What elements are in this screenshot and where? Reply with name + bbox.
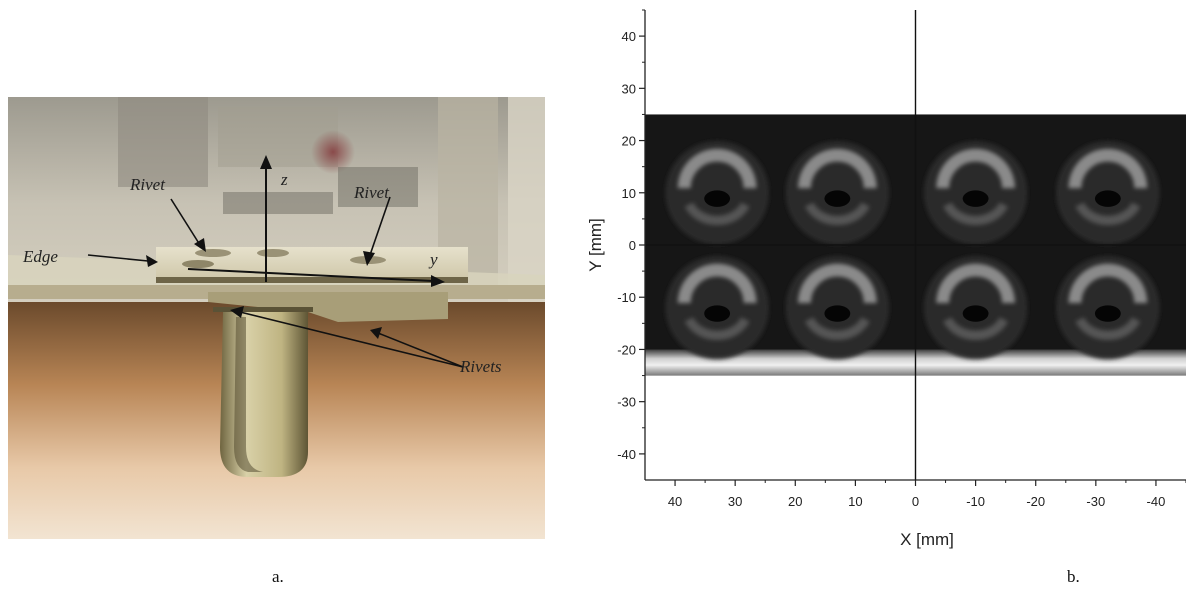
- rivet-arc-lower: [943, 202, 1009, 226]
- x-tick-label: -30: [1086, 494, 1105, 509]
- rivet-arc-upper: [936, 263, 1015, 304]
- y-tick-label: -30: [617, 395, 636, 410]
- rivet-arc-lower: [1075, 202, 1141, 226]
- rivet-core: [704, 190, 731, 207]
- label-edge: Edge: [23, 247, 58, 266]
- rivet-arc-upper: [797, 263, 877, 304]
- rivet-arc-upper: [797, 148, 877, 189]
- rivet-arc-upper: [936, 148, 1015, 189]
- rivet-signature: [665, 141, 769, 245]
- rivet-signature: [785, 141, 890, 245]
- rivet-signature: [923, 141, 1028, 245]
- rivet-arc-lower: [804, 317, 870, 341]
- y-tick-label: 20: [622, 134, 636, 149]
- label-axis-z: z: [281, 170, 288, 189]
- rivet-core: [1094, 190, 1121, 207]
- x-tick-label: 10: [848, 494, 862, 509]
- rivet-core: [962, 190, 989, 207]
- cscan-plot: 40 30 20 10 0 -10 -20 -30 -40 40 30 20 10 0 -10 -20 -30 -…: [585, 0, 1186, 560]
- x-tick-label: -20: [1026, 494, 1045, 509]
- x-tick-label: 30: [728, 494, 742, 509]
- rivet-signature: [1056, 255, 1160, 360]
- y-tick-label: -40: [617, 447, 636, 462]
- y-tick-label: -20: [617, 342, 636, 357]
- caption-a: a.: [272, 567, 284, 586]
- rivet-arc-lower: [684, 317, 750, 341]
- y-axis-label: Y [mm]: [586, 218, 605, 272]
- y-tick-label: 10: [622, 186, 636, 201]
- rivet-arc-upper: [1068, 148, 1148, 189]
- label-axis-y: y: [430, 250, 438, 269]
- rivet-signature: [923, 255, 1028, 360]
- y-tick-label: -10: [617, 290, 636, 305]
- x-tick-label: -40: [1147, 494, 1166, 509]
- rivet-arc-upper: [1068, 263, 1148, 304]
- y-tick-label: 0: [629, 238, 636, 253]
- rivet-arc-lower: [684, 202, 750, 226]
- crosshair: [645, 10, 1186, 480]
- x-tick-label: 40: [668, 494, 682, 509]
- rivet-core: [824, 305, 851, 322]
- plot-axes: 40 30 20 10 0 -10 -20 -30 -40 40 30 20 10 0 -10 -20 -30 -…: [617, 9, 1186, 509]
- rivet-arc-lower: [1075, 317, 1141, 341]
- cscan-plot-svg: 40 30 20 10 0 -10 -20 -30 -40 40 30 20 10 0 -10 -20 -30 -…: [586, 9, 1186, 549]
- rivet-signature: [1056, 141, 1160, 245]
- rivet-core: [962, 305, 989, 322]
- rivet-arc-lower: [943, 317, 1009, 341]
- rivet-arc-upper: [677, 148, 757, 189]
- y-tick-label: 30: [622, 81, 636, 96]
- rivet-core: [1094, 305, 1121, 322]
- x-tick-label: 20: [788, 494, 802, 509]
- photo-illustration: [8, 97, 545, 539]
- rivet-signature: [665, 255, 769, 360]
- x-tick-label: -10: [966, 494, 985, 509]
- rivet-arc-lower: [804, 202, 870, 226]
- rivet-signature: [785, 255, 890, 360]
- x-tick-label: 0: [912, 494, 919, 509]
- label-rivet-right: Rivet: [354, 183, 389, 202]
- label-rivet-left: Rivet: [130, 175, 165, 194]
- rivet-core: [824, 190, 851, 207]
- caption-b: b.: [1067, 567, 1080, 586]
- rivet-arc-upper: [677, 263, 757, 304]
- x-axis-label: X [mm]: [900, 530, 954, 549]
- label-rivets: Rivets: [460, 357, 502, 376]
- specimen-photo: Rivet Rivet Edge Rivets z y: [8, 97, 545, 539]
- rivet-core: [704, 305, 731, 322]
- y-tick-label: 40: [622, 29, 636, 44]
